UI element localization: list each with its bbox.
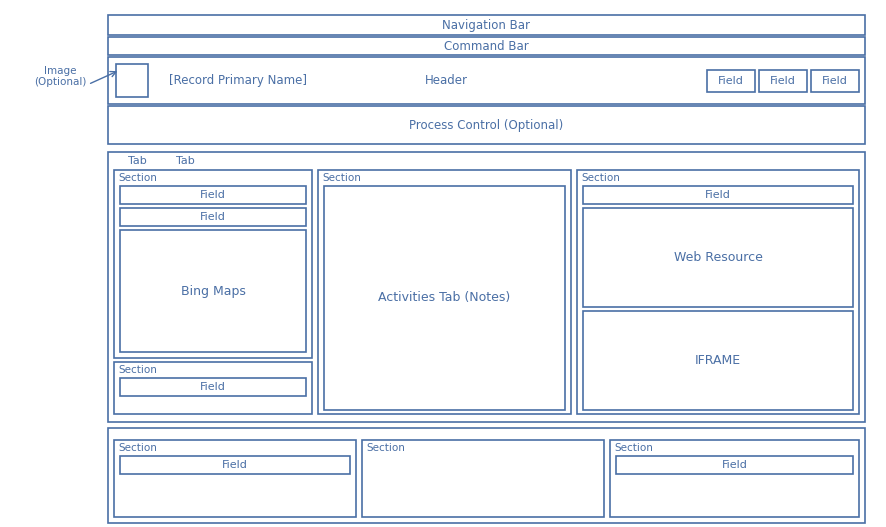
Text: Field: Field	[200, 382, 226, 392]
Text: Field: Field	[200, 212, 226, 222]
Bar	[610, 440, 858, 517]
Bar	[108, 37, 864, 55]
Text: IFRAME: IFRAME	[694, 354, 740, 367]
Text: Navigation Bar: Navigation Bar	[442, 18, 530, 32]
Text: Section: Section	[118, 443, 157, 453]
Text: Image
(Optional): Image (Optional)	[34, 66, 86, 87]
Bar	[582, 208, 852, 307]
Text: Command Bar: Command Bar	[444, 40, 528, 53]
Text: Section: Section	[118, 365, 157, 375]
Text: Section: Section	[580, 173, 619, 183]
Bar	[108, 428, 864, 523]
Bar	[615, 456, 852, 474]
Text: Section: Section	[322, 173, 361, 183]
Bar	[108, 15, 864, 35]
Text: Activities Tab (Notes): Activities Tab (Notes)	[378, 291, 510, 305]
Text: Field: Field	[704, 190, 730, 200]
Bar	[108, 152, 864, 422]
Bar	[108, 57, 864, 104]
Bar	[758, 70, 806, 92]
Bar	[120, 208, 306, 226]
Text: Section: Section	[366, 443, 404, 453]
Text: Process Control (Optional): Process Control (Optional)	[409, 119, 563, 132]
Bar	[114, 440, 355, 517]
Bar	[116, 64, 148, 97]
Text: Field: Field	[718, 75, 743, 85]
Text: Header: Header	[424, 74, 468, 87]
Text: Section: Section	[613, 443, 652, 453]
Bar	[582, 311, 852, 410]
Bar	[706, 70, 754, 92]
Bar	[577, 170, 858, 414]
Bar	[810, 70, 858, 92]
Bar	[323, 186, 564, 410]
Text: Field: Field	[222, 460, 248, 470]
Bar	[120, 456, 350, 474]
Text: Tab: Tab	[128, 156, 146, 166]
Bar	[120, 378, 306, 396]
Bar	[120, 230, 306, 352]
Text: Bing Maps: Bing Maps	[181, 285, 245, 298]
Text: Section: Section	[118, 173, 157, 183]
Bar	[582, 186, 852, 204]
Text: Field: Field	[200, 190, 226, 200]
Text: Field: Field	[720, 460, 747, 470]
Bar	[361, 440, 603, 517]
Text: [Record Primary Name]: [Record Primary Name]	[169, 74, 307, 87]
Bar	[108, 106, 864, 144]
Bar	[114, 170, 312, 358]
Text: Tab: Tab	[175, 156, 195, 166]
Text: Web Resource: Web Resource	[672, 251, 762, 264]
Text: Field: Field	[821, 75, 847, 85]
Bar	[120, 186, 306, 204]
Text: Field: Field	[769, 75, 795, 85]
Bar	[318, 170, 571, 414]
Bar	[114, 362, 312, 414]
